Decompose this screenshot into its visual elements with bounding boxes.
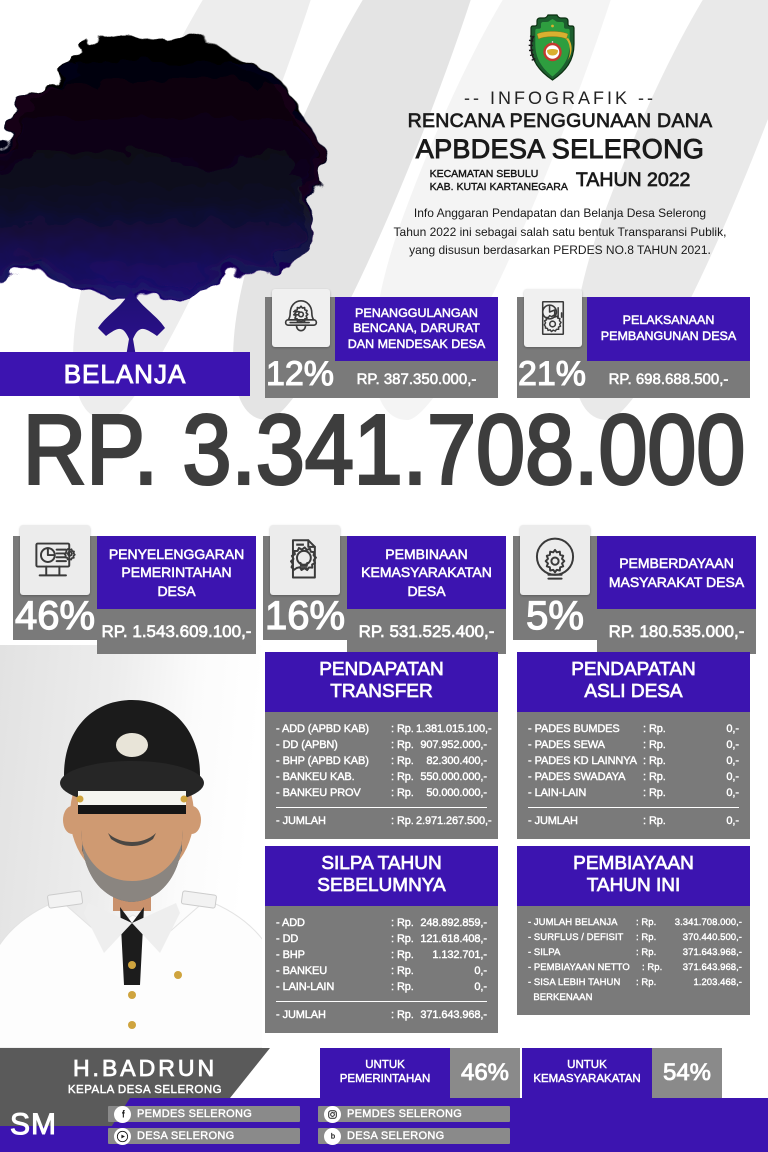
svg-text:b: b [330, 1132, 335, 1141]
